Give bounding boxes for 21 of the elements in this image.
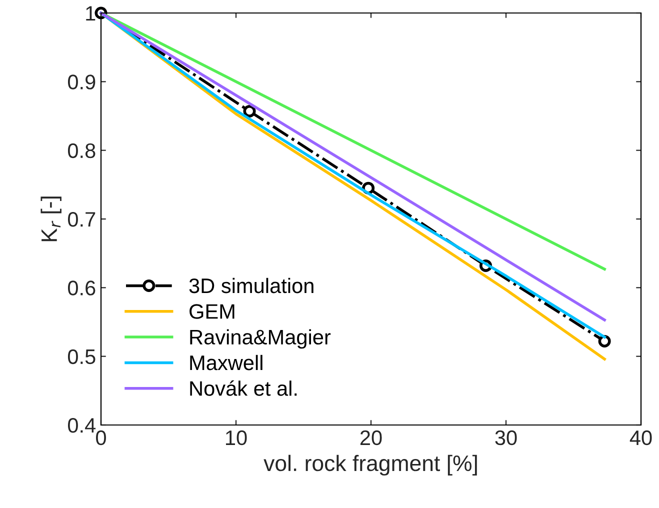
- y-tick-label: 0.9: [68, 74, 96, 90]
- legend-label: Novák et al.: [190, 380, 297, 396]
- y-tick-label: 0.5: [68, 349, 96, 364]
- legend-label: 3D simulation: [189, 278, 314, 294]
- x-tick-label: 30: [495, 430, 517, 446]
- legend-label: GEM: [190, 304, 234, 319]
- x-axis-title: vol. rock fragment [%]: [264, 454, 477, 476]
- y-tick-label: 0.7: [68, 212, 96, 227]
- y-tick-label: 0.6: [68, 280, 96, 296]
- x-tick-label: 20: [360, 430, 382, 446]
- x-tick-label: 40: [630, 430, 652, 446]
- point: [598, 334, 611, 348]
- y-axis-title: K$_{r}$ [-]: [40, 196, 62, 242]
- legend-label: Ravina&Magier: [190, 329, 331, 349]
- point: [243, 104, 256, 118]
- x-tick-label: 10: [226, 430, 247, 446]
- legend-label: Maxwell: [190, 354, 262, 370]
- y-tick-label: 1: [86, 6, 96, 21]
- y-tick-label: 0.8: [68, 143, 96, 158]
- y-tick-label: 0.4: [68, 418, 96, 433]
- x-tick-label: 0: [96, 430, 106, 446]
